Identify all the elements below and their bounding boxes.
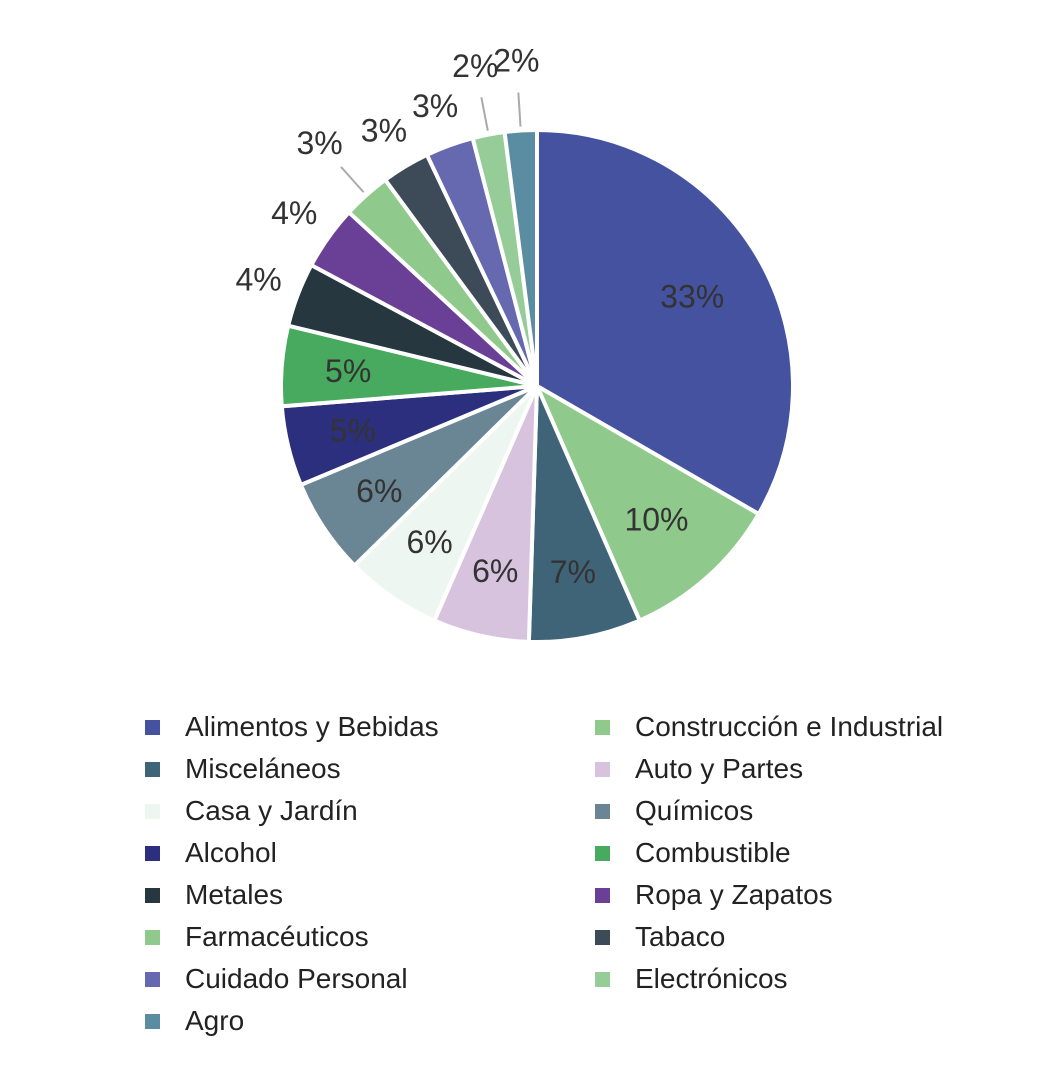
data-label-0: 33% [660,278,724,314]
data-label-11: 3% [361,112,407,148]
legend-label: Agro [185,1005,245,1036]
legend-item: Agro [145,1005,595,1036]
legend-swatch [145,887,160,903]
data-label-8: 4% [235,262,281,298]
legend-label: Metales [185,879,284,910]
pie-slice-1 [532,381,762,624]
pie-chart: 33%10%7%6%6%6%5%5%4%4%3% 3%3%2%2% [235,43,795,644]
legend-item: Ropa y Zapatos [595,879,1005,910]
legend-item: Misceláneos [145,753,595,784]
leader-line-13 [480,97,489,131]
legend-item: Electrónicos [595,963,1005,994]
pie-slice-14 [502,127,539,387]
legend-label: Electrónicos [635,963,788,994]
legend-label: Tabaco [635,921,726,952]
legend-swatch [145,761,160,777]
legend-label: Químicos [635,795,754,826]
legend-item: Alimentos y Bebidas [145,711,595,742]
legend-item: Tabaco [595,921,1005,952]
legend-swatch [595,719,610,735]
data-label-10: 3% [297,125,343,161]
legend-item: Cuidado Personal [145,963,595,994]
leader-line-10 [340,166,365,193]
legend-label: Alcohol [185,837,277,868]
legend-swatch [145,719,160,735]
legend-swatch [145,929,160,945]
data-label-1: 10% [624,502,688,538]
legend-swatch [595,845,610,861]
data-label-2: 7% [550,554,596,590]
legend: Alimentos y Bebidas Construcción e Indust… [145,711,1005,1036]
data-label-7: 5% [325,353,371,389]
legend-item: Químicos [595,795,1005,826]
legend-label: Cuidado Personal [185,963,408,994]
data-label-14: 2% [493,43,539,79]
legend-swatch [145,971,160,987]
pie-slice-2 [526,385,643,644]
legend-label: Misceláneos [185,753,341,784]
data-label-4: 6% [406,524,452,560]
legend-swatch [595,929,610,945]
data-label-3: 6% [472,553,518,589]
legend-swatch [595,803,610,819]
legend-item: Auto y Partes [595,753,1005,784]
legend-label: Auto y Partes [635,753,804,784]
legend-swatch [595,761,610,777]
leader-line-14 [517,92,522,127]
legend-item: Casa y Jardín [145,795,595,826]
legend-swatch [145,845,160,861]
legend-item: Construcción e Industrial [595,711,1005,742]
legend-swatch [595,887,610,903]
legend-label: Combustible [635,837,791,868]
legend-label: Ropa y Zapatos [635,879,833,910]
data-label-12: 3% [412,88,458,124]
data-label-6: 5% [330,413,376,449]
legend-item: Combustible [595,837,1005,868]
data-label-9: 4% [271,195,317,231]
legend-item: Farmacéuticos [145,921,595,952]
legend-item: Metales [145,879,595,910]
data-label-5: 6% [356,473,402,509]
legend-label: Farmacéuticos [185,921,369,952]
legend-swatch [595,971,610,987]
data-label-13: 2% [452,48,498,84]
legend-label: Casa y Jardín [185,795,358,826]
legend-label: Construcción e Industrial [635,711,944,742]
legend-label: Alimentos y Bebidas [185,711,439,742]
legend-swatch [145,1013,160,1029]
pie-slice-0 [535,127,795,517]
legend-item: Alcohol [145,837,595,868]
legend-swatch [145,803,160,819]
